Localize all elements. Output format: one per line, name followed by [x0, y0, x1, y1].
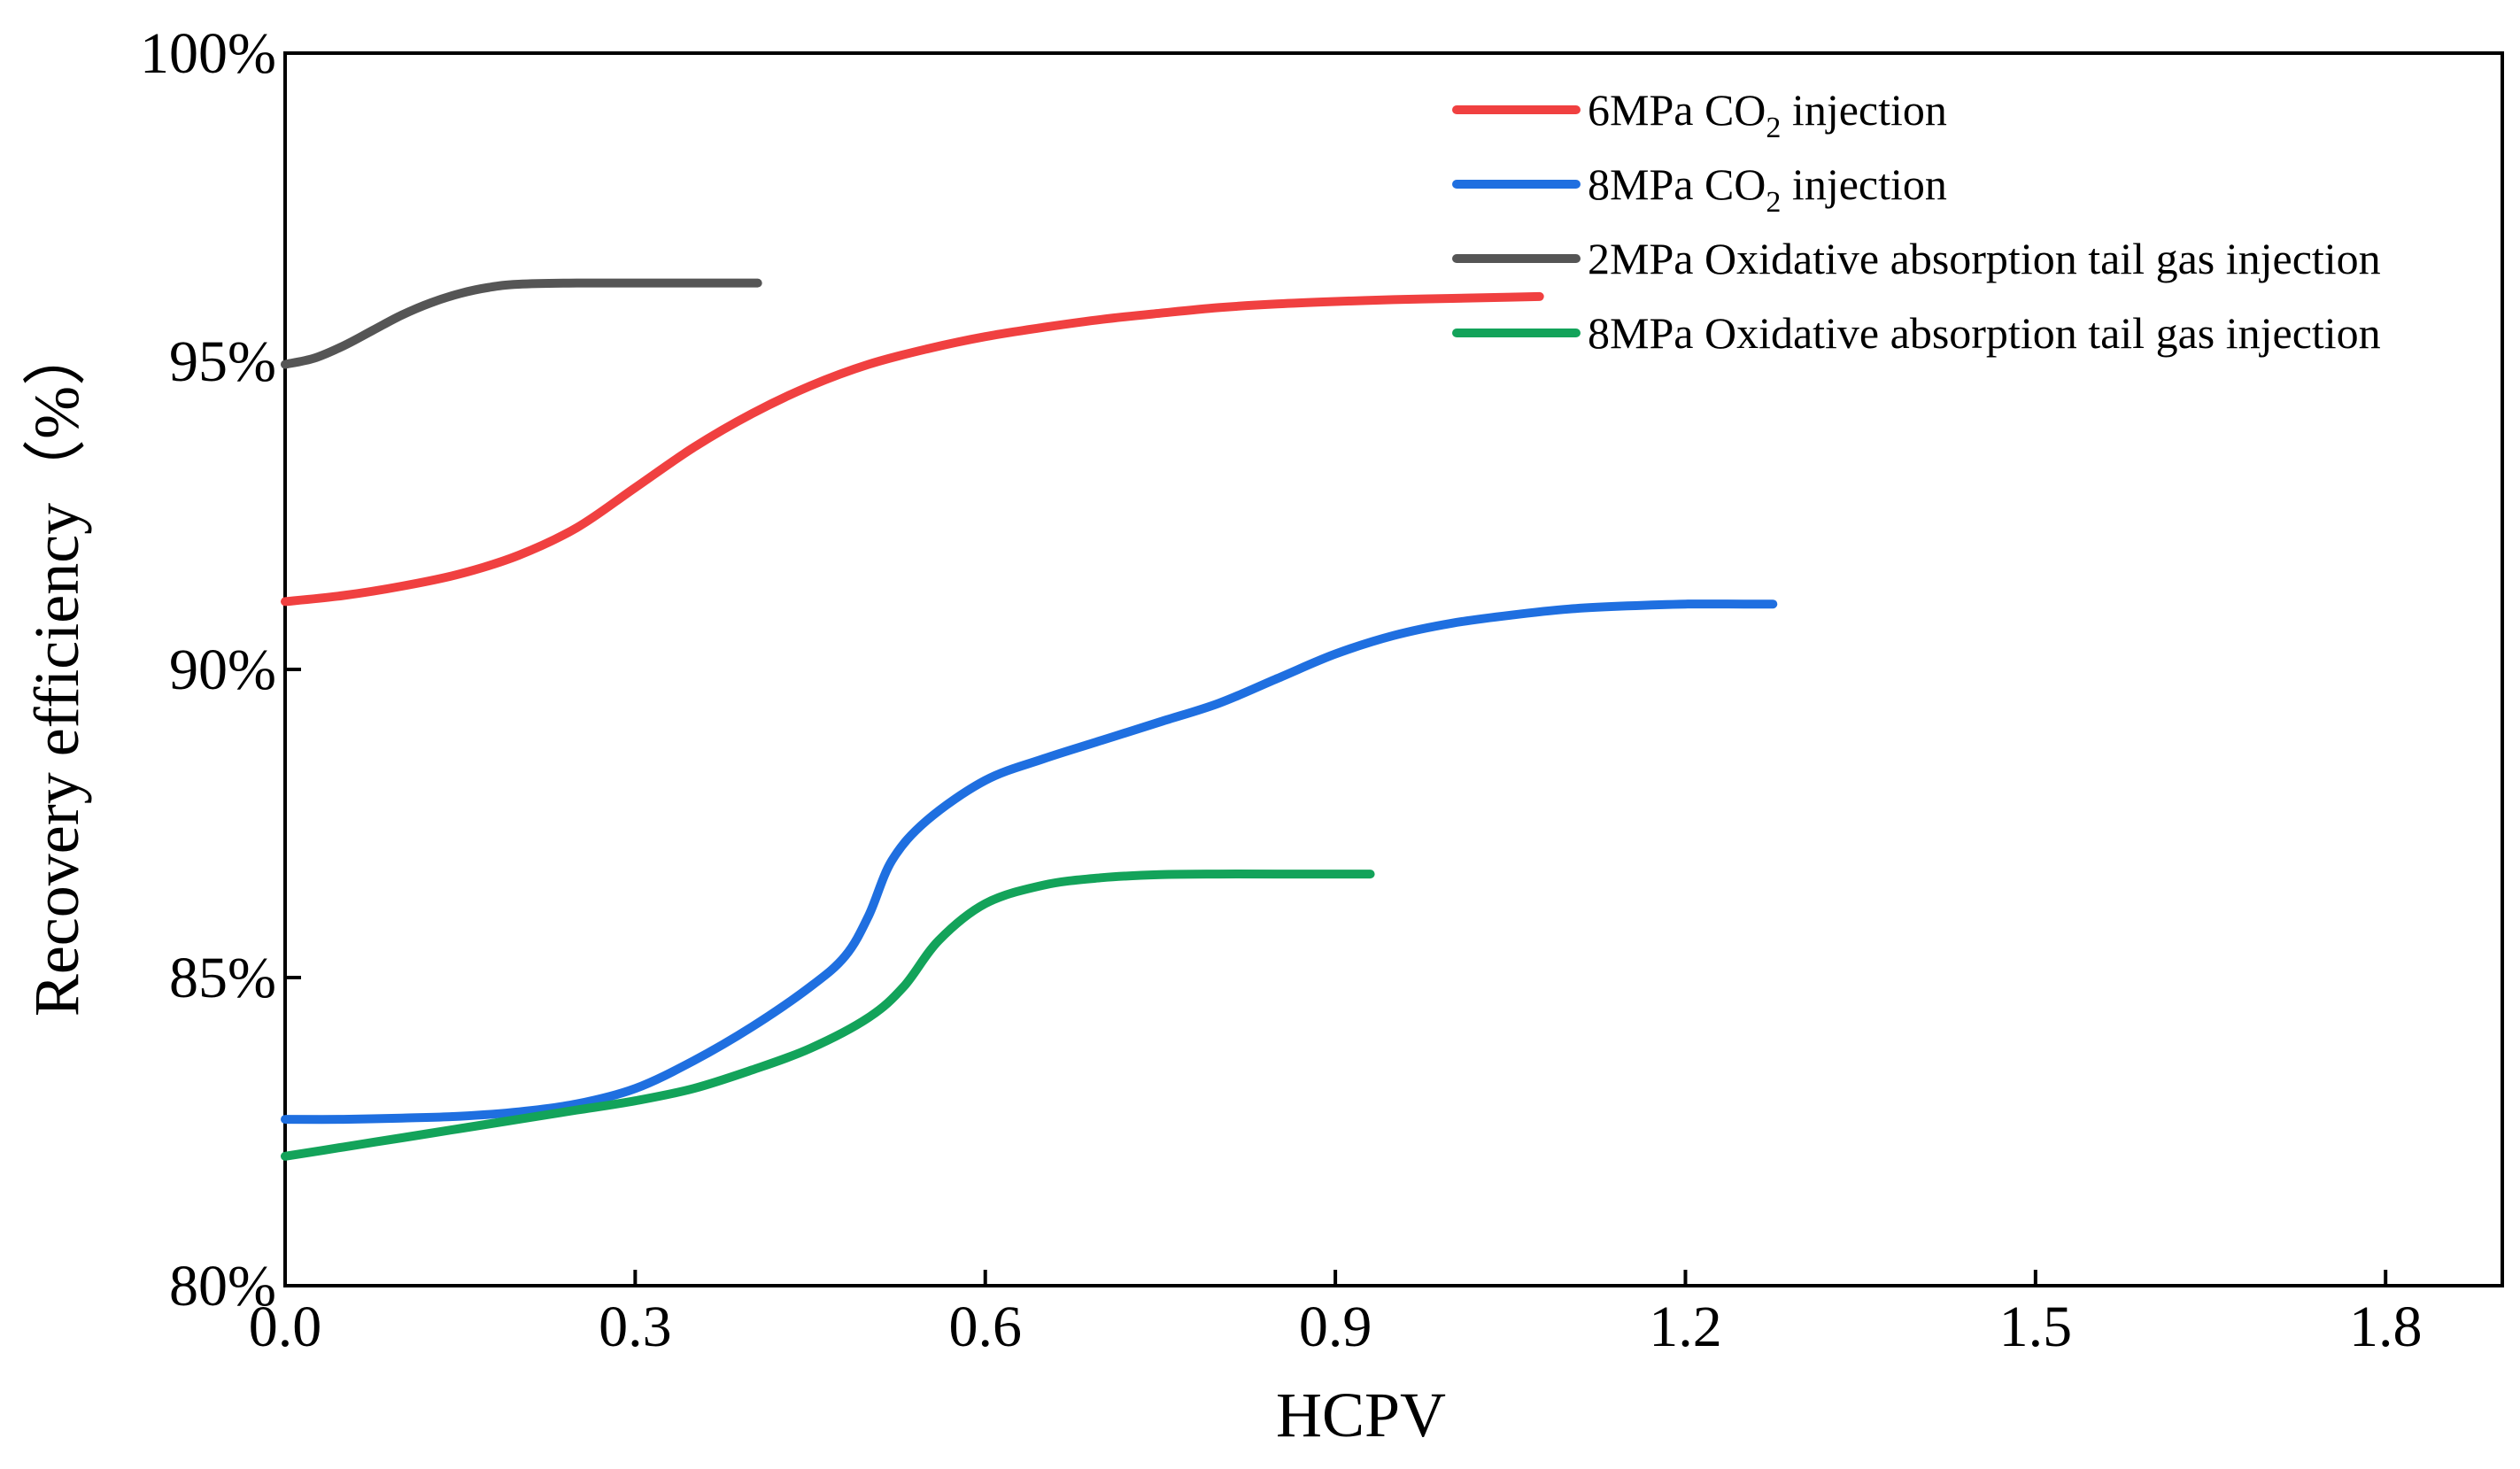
x-tick-label: 0.0 — [249, 1295, 322, 1359]
x-tick-label: 1.2 — [1649, 1295, 1722, 1359]
legend-label-suffix: injection — [1781, 159, 1946, 209]
x-tick-label: 1.5 — [1999, 1295, 2073, 1359]
x-tick-label: 0.3 — [599, 1295, 672, 1359]
legend-label-suffix: injection — [1781, 85, 1946, 135]
legend-label-3: 2MPa Oxidative absorption tail gas injec… — [1588, 234, 2381, 283]
y-tick-label: 90% — [169, 638, 276, 702]
y-tick-label: 85% — [169, 946, 276, 1010]
series-line-1 — [281, 291, 1544, 607]
legend-label-text: 2MPa Oxidative absorption tail gas injec… — [1588, 234, 2381, 283]
x-tick-label: 1.8 — [2349, 1295, 2423, 1359]
y-axis: 80% 85% 90% 95% 100% — [140, 21, 301, 1318]
series-lines — [281, 278, 1778, 1161]
legend-label-text: 6MPa CO — [1588, 85, 1766, 135]
series-line-4 — [281, 870, 1375, 1161]
y-tick-label: 80% — [169, 1254, 276, 1318]
y-axis-title: Recovery efficiency（%） — [21, 322, 92, 1017]
legend-label-text: 8MPa Oxidative absorption tail gas injec… — [1588, 308, 2381, 358]
x-axis-title: HCPV — [1276, 1380, 1446, 1450]
legend-label-subscript: 2 — [1766, 112, 1781, 144]
legend-label-text: 8MPa CO — [1588, 159, 1766, 209]
y-tick-label: 100% — [140, 21, 276, 86]
x-tick-label: 0.9 — [1299, 1295, 1372, 1359]
series-line-2 — [281, 599, 1778, 1125]
x-tick-label: 0.6 — [948, 1295, 1022, 1359]
y-tick-label: 95% — [169, 329, 276, 394]
legend-label-4: 8MPa Oxidative absorption tail gas injec… — [1588, 308, 2381, 358]
legend-label-2: 8MPa CO2 injection — [1588, 159, 1947, 219]
x-axis: 0.0 0.3 0.6 0.9 1.2 1.5 1.8 — [249, 1270, 2423, 1359]
legend-label-1: 6MPa CO2 injection — [1588, 85, 1947, 144]
series-line-3 — [281, 278, 762, 369]
legend-label-subscript: 2 — [1766, 186, 1781, 219]
